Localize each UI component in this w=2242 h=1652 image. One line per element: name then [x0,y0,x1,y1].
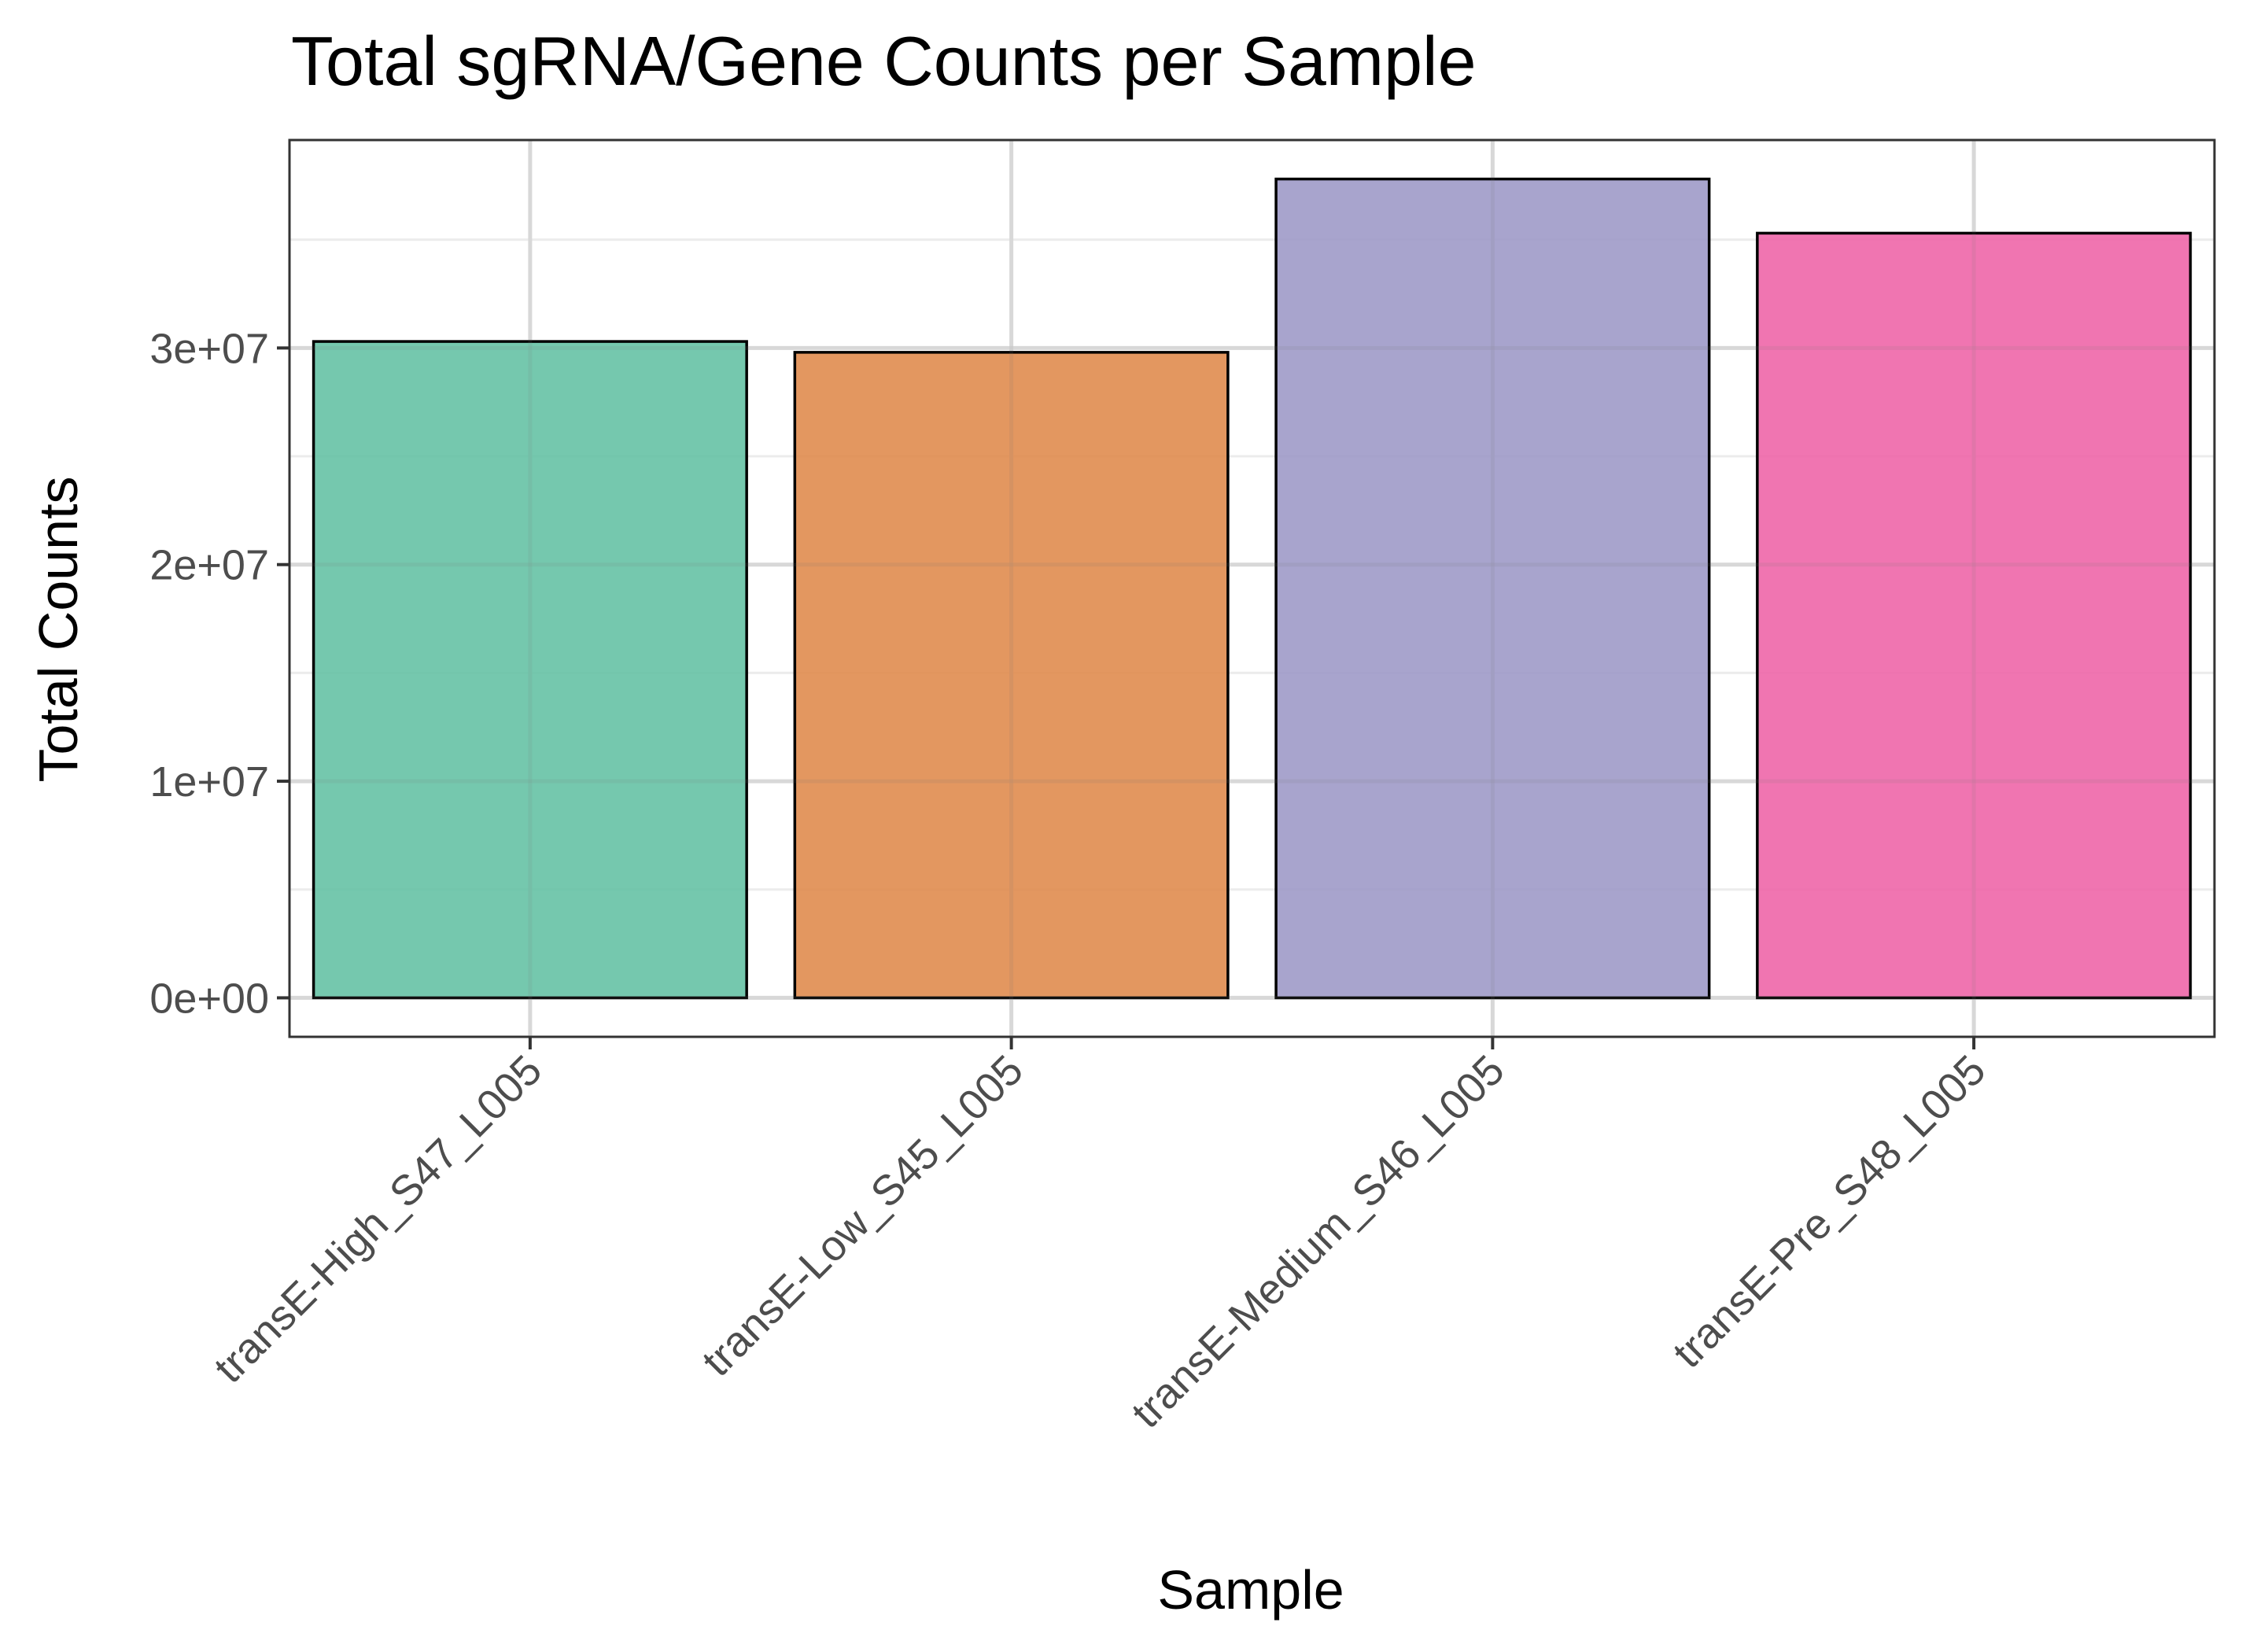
x-tick-label: transE-High_S47_L005 [205,1046,551,1392]
y-tick-label: 0e+00 [149,975,269,1022]
x-tick-label: transE-Low_S45_L005 [693,1046,1032,1385]
x-axis-title: Sample [1157,1559,1344,1621]
x-tick-label: transE-Pre_S48_L005 [1664,1046,1994,1377]
bar [1756,231,2192,1000]
bars [312,177,2192,1000]
plot-border [288,138,2216,1038]
y-axis: 0e+00 1e+07 2e+07 3e+07 [149,325,289,1022]
chart-title: Total sgRNA/Gene Counts per Sample [291,22,1477,100]
y-tick-label: 1e+07 [149,758,269,806]
panel-border [288,138,2216,1038]
y-tick-label: 3e+07 [149,325,269,372]
y-axis-title: Total Counts [28,476,89,782]
gridlines-overlay [289,140,2214,1037]
y-tick-label: 2e+07 [149,542,269,589]
bar [312,340,748,1000]
bar [793,351,1230,1000]
bar [1274,177,1711,1000]
x-tick-label: transE-Medium_S46_L005 [1123,1046,1514,1437]
x-axis: transE-High_S47_L005 transE-Low_S45_L005 t… [205,1037,1995,1437]
